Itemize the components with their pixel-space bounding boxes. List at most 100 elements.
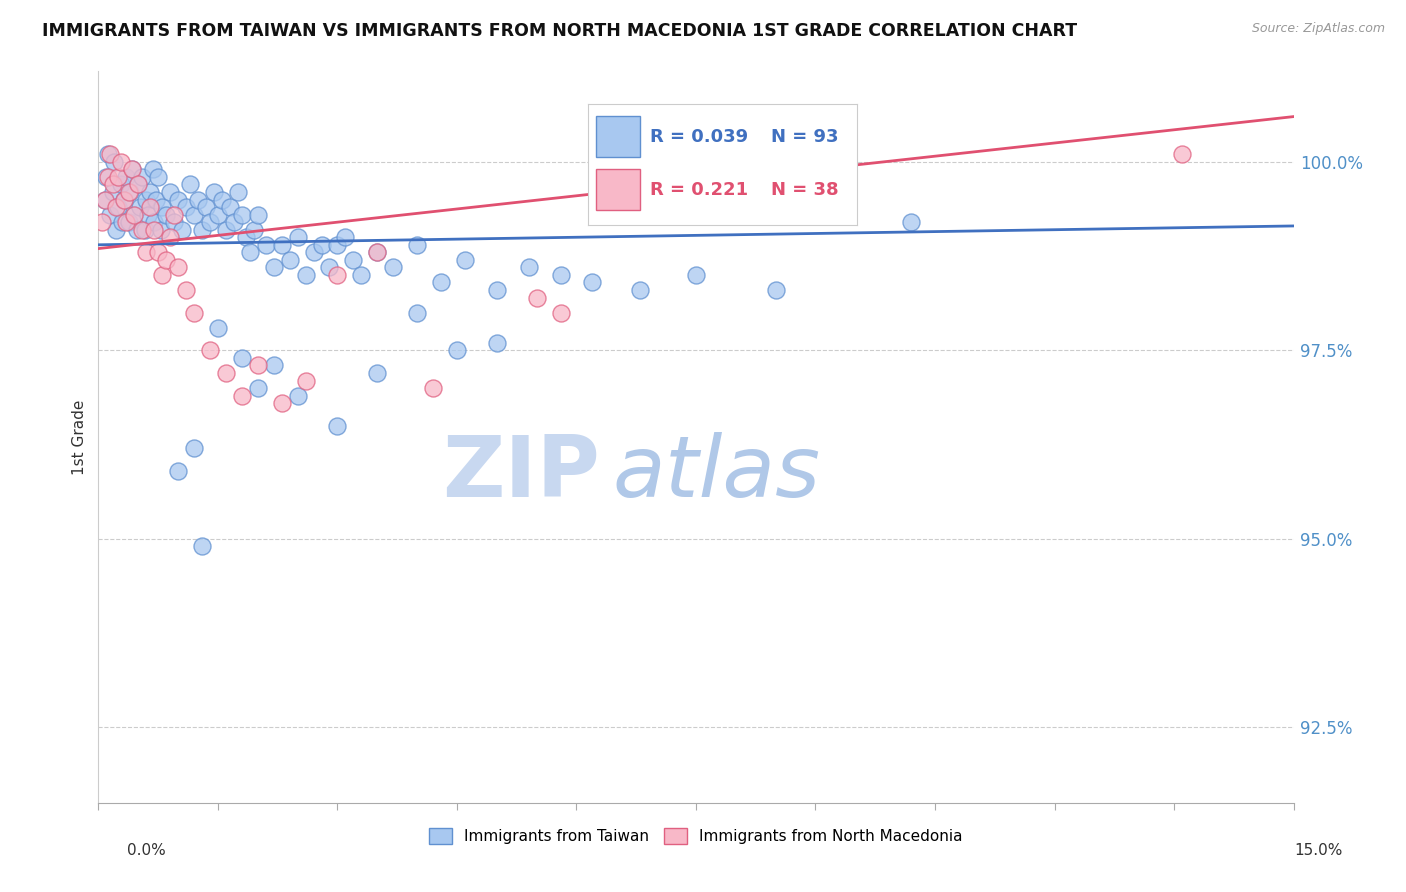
Text: 15.0%: 15.0% bbox=[1295, 843, 1343, 858]
Point bbox=[103, 154, 125, 169]
Point bbox=[263, 359, 285, 373]
Point bbox=[382, 260, 405, 275]
Point bbox=[231, 351, 253, 365]
Point bbox=[167, 193, 190, 207]
Point bbox=[366, 245, 388, 260]
Point bbox=[131, 169, 153, 184]
Point bbox=[97, 169, 120, 184]
Point bbox=[239, 245, 262, 260]
Point bbox=[366, 366, 388, 380]
Point bbox=[107, 169, 129, 184]
Point bbox=[172, 223, 194, 237]
Point bbox=[294, 268, 316, 282]
Text: 0.0%: 0.0% bbox=[127, 843, 166, 858]
Point bbox=[104, 200, 127, 214]
Point bbox=[235, 230, 257, 244]
Point bbox=[110, 178, 132, 192]
Point bbox=[326, 418, 349, 433]
Point bbox=[94, 193, 117, 207]
Point bbox=[112, 193, 135, 207]
Point bbox=[1171, 147, 1194, 161]
Point bbox=[111, 215, 134, 229]
Point bbox=[139, 200, 162, 214]
Point bbox=[231, 208, 253, 222]
Point bbox=[121, 162, 143, 177]
Point bbox=[454, 252, 477, 267]
Point bbox=[231, 389, 253, 403]
Point bbox=[174, 283, 197, 297]
Point bbox=[142, 162, 165, 177]
Point bbox=[207, 320, 229, 334]
Point bbox=[326, 237, 349, 252]
Point bbox=[125, 223, 148, 237]
Point bbox=[366, 245, 388, 260]
Point bbox=[294, 374, 316, 388]
Point bbox=[900, 215, 922, 229]
Point bbox=[145, 193, 167, 207]
Point bbox=[270, 396, 292, 410]
Point bbox=[246, 381, 269, 395]
Point bbox=[342, 252, 364, 267]
Point bbox=[278, 252, 301, 267]
Legend: Immigrants from Taiwan, Immigrants from North Macedonia: Immigrants from Taiwan, Immigrants from … bbox=[423, 822, 969, 850]
Point bbox=[148, 169, 170, 184]
Point bbox=[183, 208, 205, 222]
Point bbox=[115, 169, 138, 184]
Point bbox=[112, 193, 135, 207]
Point bbox=[148, 245, 170, 260]
Text: atlas: atlas bbox=[613, 432, 820, 516]
Y-axis label: 1st Grade: 1st Grade bbox=[72, 400, 87, 475]
Point bbox=[96, 169, 118, 184]
Point bbox=[131, 223, 153, 237]
Point bbox=[222, 215, 245, 229]
Point bbox=[143, 223, 166, 237]
Point bbox=[195, 200, 218, 214]
Point bbox=[628, 283, 651, 297]
Point bbox=[155, 208, 177, 222]
Point bbox=[127, 178, 149, 192]
Point bbox=[335, 230, 357, 244]
Point bbox=[98, 208, 122, 222]
Point bbox=[155, 252, 177, 267]
Text: IMMIGRANTS FROM TAIWAN VS IMMIGRANTS FROM NORTH MACEDONIA 1ST GRADE CORRELATION : IMMIGRANTS FROM TAIWAN VS IMMIGRANTS FRO… bbox=[42, 22, 1077, 40]
Point bbox=[517, 260, 540, 275]
Point bbox=[246, 208, 269, 222]
Point bbox=[167, 260, 190, 275]
Point bbox=[139, 185, 162, 199]
Point bbox=[104, 223, 127, 237]
Point bbox=[215, 366, 238, 380]
Point bbox=[118, 185, 141, 199]
Point bbox=[150, 268, 173, 282]
Point bbox=[110, 154, 132, 169]
Point bbox=[124, 208, 146, 222]
Text: Source: ZipAtlas.com: Source: ZipAtlas.com bbox=[1251, 22, 1385, 36]
Point bbox=[143, 215, 166, 229]
Point bbox=[183, 442, 205, 456]
Point bbox=[581, 276, 603, 290]
Point bbox=[246, 359, 269, 373]
Point bbox=[179, 178, 201, 192]
Point bbox=[187, 193, 209, 207]
Point bbox=[115, 215, 138, 229]
Point bbox=[207, 208, 229, 222]
Point bbox=[485, 283, 508, 297]
Point bbox=[526, 291, 548, 305]
Point bbox=[128, 200, 150, 214]
Point bbox=[124, 208, 146, 222]
Point bbox=[163, 215, 186, 229]
Point bbox=[270, 237, 292, 252]
Point bbox=[118, 215, 141, 229]
Point bbox=[149, 223, 172, 237]
Point bbox=[326, 268, 349, 282]
Point bbox=[485, 335, 508, 350]
Point bbox=[263, 260, 285, 275]
Point bbox=[183, 306, 205, 320]
Point bbox=[311, 237, 333, 252]
Point bbox=[243, 223, 266, 237]
Point bbox=[226, 185, 249, 199]
Point bbox=[97, 147, 120, 161]
Point bbox=[191, 223, 214, 237]
Point bbox=[422, 381, 444, 395]
Point bbox=[215, 223, 238, 237]
Point bbox=[135, 245, 157, 260]
